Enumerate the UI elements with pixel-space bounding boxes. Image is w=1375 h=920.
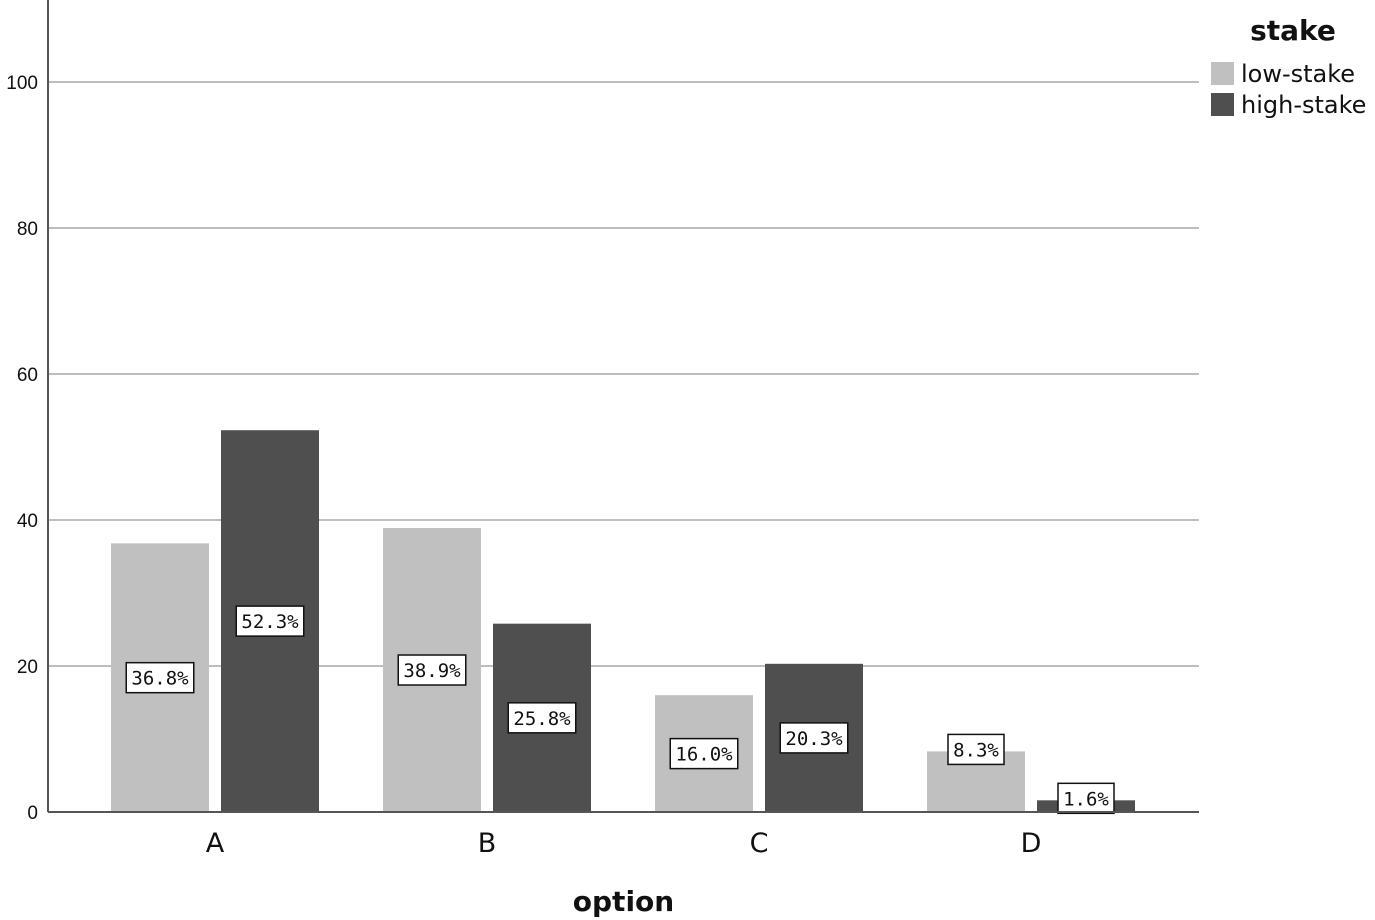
data-labels: 36.8% 52.3% 38.9% 25.8% 16.0% 20.3% 8.3% 1.6% [125, 605, 1115, 815]
data-label-low-stake-C: 16.0% [669, 737, 739, 770]
x-tick-label-B: B [478, 828, 497, 859]
data-label-box [125, 661, 195, 694]
y-tick-label-80: 80 [17, 219, 38, 240]
data-label-box [235, 605, 305, 637]
data-label-text: 8.3% [953, 739, 999, 761]
y-tick-label-20: 20 [17, 657, 38, 678]
y-tick-label-60: 60 [17, 365, 38, 386]
data-label-box [507, 702, 577, 734]
x-tick-label-D: D [1021, 828, 1042, 859]
data-label-high-stake-C: 20.3% [779, 722, 849, 754]
data-label-text: 38.9% [403, 660, 461, 682]
y-tick-label-100: 100 [6, 73, 38, 94]
legend-label: low-stake [1241, 60, 1355, 88]
legend-label: high-stake [1241, 91, 1366, 119]
data-label-high-stake-A: 52.3% [235, 605, 305, 637]
data-label-box [397, 654, 467, 686]
data-label-box [779, 722, 849, 754]
x-tick-labels: A B C D [206, 828, 1042, 859]
data-label-high-stake-D: 1.6% [1057, 782, 1115, 815]
data-label-text: 25.8% [513, 708, 571, 730]
legend-title: stake [1250, 14, 1336, 47]
data-label-text: 36.8% [131, 668, 189, 690]
legend-items: low-stake high-stake [1211, 60, 1366, 119]
axes [47, 0, 1199, 813]
y-tick-label-40: 40 [17, 511, 38, 532]
data-label-low-stake-B: 38.9% [397, 654, 467, 686]
y-tick-labels: 0 20 40 60 80 100 [6, 73, 38, 824]
data-label-low-stake-A: 36.8% [125, 661, 195, 694]
legend-swatch [1211, 93, 1234, 116]
data-label-text: 16.0% [675, 744, 733, 766]
y-tick-label-0: 0 [27, 803, 38, 824]
x-axis-title: option [573, 885, 674, 918]
data-label-high-stake-B: 25.8% [507, 702, 577, 734]
legend: stake low-stake high-stake [1211, 14, 1366, 119]
data-label-text: 20.3% [785, 728, 843, 750]
x-tick-label-C: C [750, 828, 769, 859]
data-label-box [947, 733, 1005, 766]
data-label-box [669, 737, 739, 770]
legend-item-low-stake: low-stake [1211, 60, 1355, 88]
x-tick-label-A: A [206, 828, 225, 859]
data-label-text: 1.6% [1063, 788, 1109, 810]
legend-swatch [1211, 62, 1234, 85]
data-label-low-stake-D: 8.3% [947, 733, 1005, 766]
legend-item-high-stake: high-stake [1211, 91, 1366, 119]
data-label-text: 52.3% [241, 611, 299, 633]
gridlines [48, 81, 1199, 667]
data-label-box [1057, 782, 1115, 815]
